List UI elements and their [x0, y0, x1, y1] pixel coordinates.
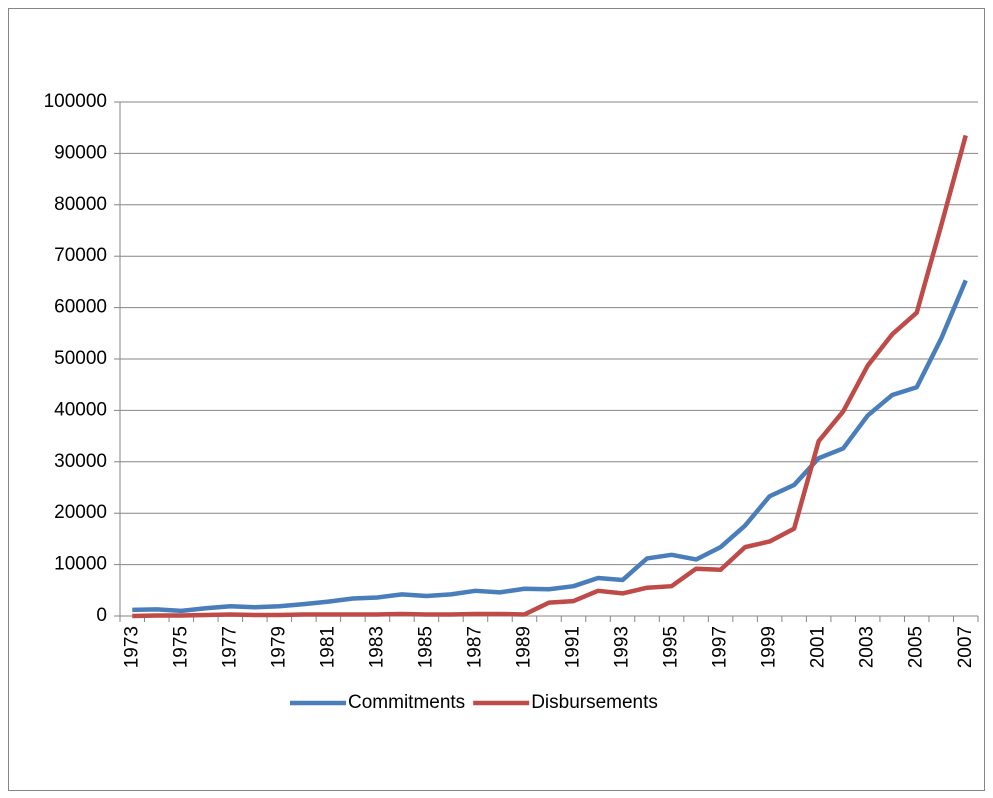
x-tick-label: 1985: [415, 626, 436, 668]
y-tick-label: 20000: [54, 502, 107, 523]
x-tick-label: 1995: [661, 626, 682, 668]
legend-label: Disbursements: [531, 692, 658, 713]
x-tick-label: 2005: [906, 626, 927, 668]
x-tick-label: 1991: [563, 626, 584, 668]
y-tick-label: 80000: [54, 194, 107, 215]
x-tick-label: 1977: [219, 626, 240, 668]
data-line: [132, 279, 968, 614]
x-tick-label: 1999: [759, 626, 780, 668]
x-tick-label: 2001: [808, 626, 829, 668]
x-tick-label: 1973: [121, 626, 142, 668]
data-line: [132, 134, 968, 619]
y-tick-label: 90000: [54, 142, 107, 163]
legend-label: Commitments: [348, 692, 465, 713]
y-tick-label: 40000: [54, 399, 107, 420]
y-tick-label: 70000: [54, 245, 107, 266]
y-tick-label: 30000: [54, 451, 107, 472]
y-tick-label: 60000: [54, 297, 107, 318]
y-tick-label: 50000: [54, 348, 107, 369]
x-tick-label: 2003: [857, 626, 878, 668]
y-tick-label: 10000: [54, 554, 107, 575]
chart-frame: [8, 8, 985, 791]
x-tick-label: 1987: [464, 626, 485, 668]
x-tick-label: 1981: [317, 626, 338, 668]
y-tick-label: 0: [96, 605, 107, 626]
x-tick-label: 1997: [710, 626, 731, 668]
y-tick-label: 100000: [44, 91, 107, 112]
x-tick-label: 1989: [514, 626, 535, 668]
x-tick-label: 1993: [612, 626, 633, 668]
x-tick-label: 1975: [170, 626, 191, 668]
x-tick-label: 1979: [268, 626, 289, 668]
x-tick-label: 2007: [955, 626, 976, 668]
x-tick-label: 1983: [366, 626, 387, 668]
